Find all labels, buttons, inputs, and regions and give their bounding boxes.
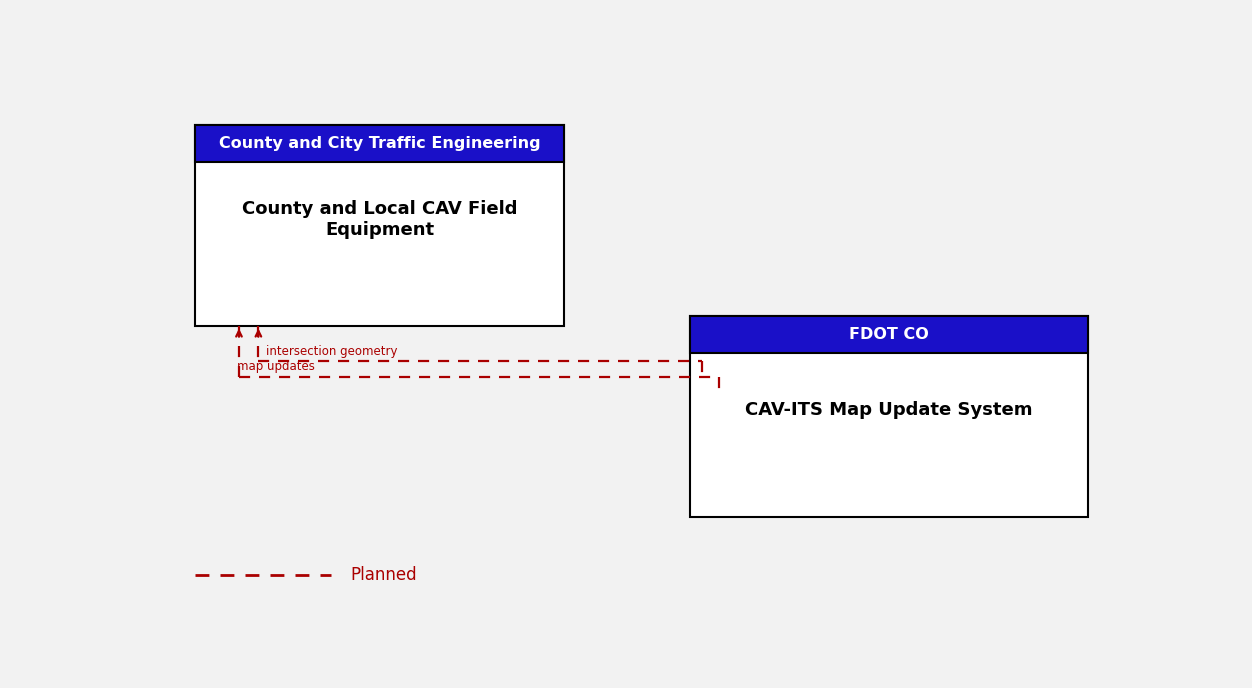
Bar [195, 125, 563, 162]
Text: CAV-ITS Map Update System: CAV-ITS Map Update System [745, 401, 1033, 419]
Text: Planned: Planned [351, 566, 417, 584]
Text: County and Local CAV Field
Equipment: County and Local CAV Field Equipment [242, 200, 517, 239]
Text: FDOT CO: FDOT CO [849, 327, 929, 342]
Text: intersection geometry: intersection geometry [267, 345, 398, 358]
Bar [690, 316, 1088, 517]
Bar [690, 316, 1088, 353]
Text: map updates: map updates [237, 361, 316, 374]
Bar [195, 125, 563, 162]
Bar [690, 316, 1088, 353]
Bar [195, 125, 563, 326]
Text: County and City Traffic Engineering: County and City Traffic Engineering [219, 136, 541, 151]
